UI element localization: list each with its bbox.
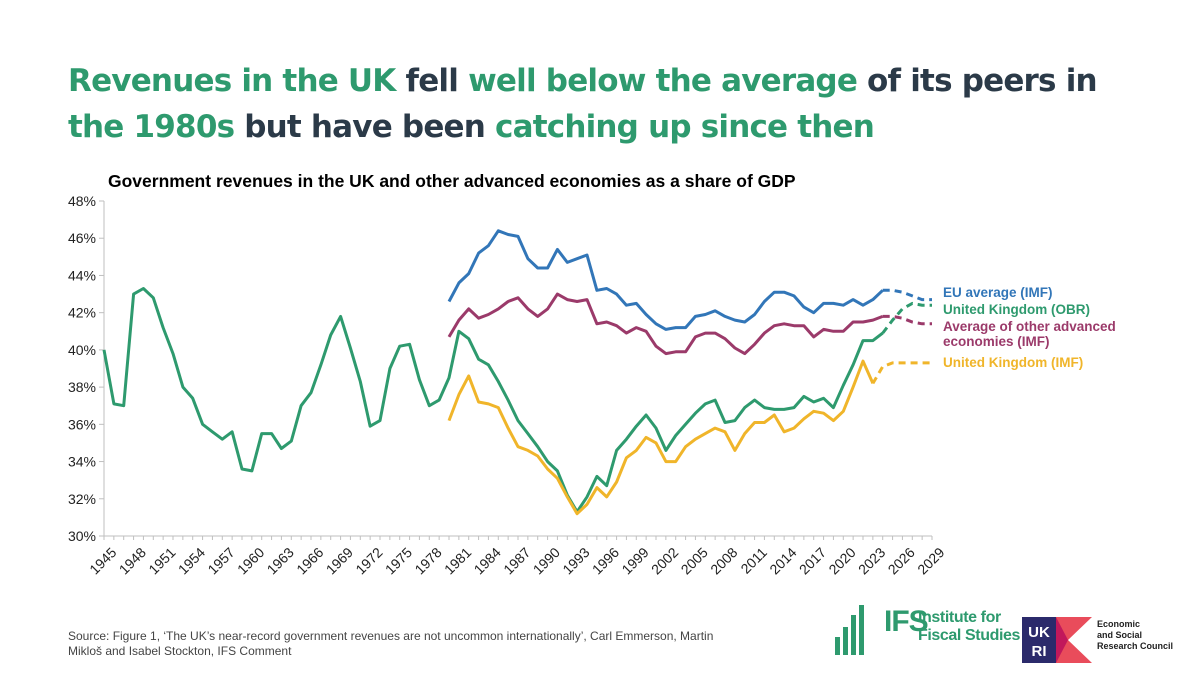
headline-part: Revenues in the UK: [68, 63, 396, 99]
y-tick-label: 46%: [68, 230, 96, 246]
y-tick-label: 40%: [68, 342, 96, 358]
x-tick-label: 2026: [885, 544, 918, 577]
y-tick-label: 48%: [68, 193, 96, 209]
x-tick-label: 1945: [86, 544, 119, 577]
legend-label-2: Average of other advanced economies (IMF): [943, 319, 1116, 349]
y-tick-label: 44%: [68, 267, 96, 283]
series-projection-0: [882, 288, 932, 302]
x-tick-label: 1960: [234, 544, 267, 577]
y-tick-label: 30%: [68, 528, 96, 544]
x-tick-label: 1951: [145, 544, 178, 577]
y-tick-label: 42%: [68, 305, 96, 321]
x-tick-label: 1963: [264, 544, 297, 577]
x-tick-label: 1999: [618, 544, 651, 577]
ifs-mark: IFS: [884, 605, 929, 638]
x-tick-label: 1990: [530, 544, 563, 577]
esrc-line1: Economic: [1097, 619, 1141, 629]
legend-label-0: EU average (IMF): [943, 285, 1053, 300]
x-tick-label: 2014: [766, 544, 799, 577]
ifs-line2: Fiscal Studies: [918, 627, 1020, 644]
legend-label-1: United Kingdom (OBR): [943, 302, 1090, 317]
legend-label-3: United Kingdom (IMF): [943, 355, 1083, 370]
series-projection-2: [882, 314, 932, 326]
axes: 30%32%34%36%38%40%42%44%46%48%1945194819…: [68, 193, 948, 578]
x-tick-label: 2017: [796, 544, 829, 577]
x-tick-label: 1987: [500, 544, 533, 577]
series-projection-3: [871, 361, 932, 385]
esrc-line2: and Social: [1097, 630, 1143, 640]
series-line-2: [447, 292, 884, 356]
legend: EU average (IMF) United Kingdom (OBR) Aver…: [943, 285, 1116, 370]
x-tick-label: 1993: [559, 544, 592, 577]
series-line-3: [447, 359, 875, 516]
x-tick-label: 2023: [855, 544, 888, 577]
headline: Revenues in the UK fell well below the a…: [68, 58, 1148, 150]
x-tick-label: 1984: [471, 544, 504, 577]
y-tick-label: 32%: [68, 491, 96, 507]
ukri-mark-bottom: RI: [1032, 643, 1047, 660]
ifs-logo-text: IFS Institute for Fiscal Studies: [884, 607, 1020, 645]
x-tick-label: 1981: [441, 544, 474, 577]
ukri-mark-top: UK: [1028, 624, 1050, 641]
headline-part: well below the average: [468, 63, 858, 99]
headline-part: of its peers in: [857, 63, 1098, 99]
source-note: Source: Figure 1, ‘The UK’s near-record …: [68, 629, 714, 658]
ifs-bars-icon: [835, 605, 864, 655]
ukri-logo-icon: UK RI: [1022, 617, 1092, 663]
series-lines: [102, 229, 932, 516]
x-tick-label: 2020: [825, 544, 858, 577]
x-tick-label: 2008: [707, 544, 740, 577]
headline-part: catching up since then: [495, 109, 875, 145]
x-tick-label: 1969: [323, 544, 356, 577]
esrc-line3: Research Council: [1097, 641, 1174, 651]
y-tick-label: 38%: [68, 379, 96, 395]
y-tick-label: 36%: [68, 416, 96, 432]
chart-title: Government revenues in the UK and other …: [108, 171, 796, 191]
esrc-logo-text: Economic and Social Research Council: [1097, 619, 1173, 652]
x-tick-label: 2011: [737, 544, 770, 577]
series-line-1: [102, 287, 884, 514]
series-line-0: [447, 229, 884, 331]
headline-part: fell: [395, 63, 469, 99]
headline-part: the 1980s: [68, 109, 235, 145]
y-tick-label: 34%: [68, 454, 96, 470]
x-tick-label: 1957: [204, 544, 237, 577]
ifs-line1: Institute for: [918, 609, 1001, 626]
series-projection-1: [881, 301, 932, 335]
x-tick-label: 1972: [352, 544, 385, 577]
x-tick-label: 1966: [293, 544, 326, 577]
x-tick-label: 1978: [411, 544, 444, 577]
x-tick-label: 2029: [914, 544, 947, 577]
x-tick-label: 1975: [382, 544, 415, 577]
x-tick-label: 1948: [116, 544, 149, 577]
headline-part: but have been: [234, 109, 496, 145]
x-tick-label: 1954: [175, 544, 208, 577]
x-tick-label: 2002: [648, 544, 681, 577]
x-tick-label: 1996: [589, 544, 622, 577]
x-tick-label: 2005: [678, 544, 711, 577]
